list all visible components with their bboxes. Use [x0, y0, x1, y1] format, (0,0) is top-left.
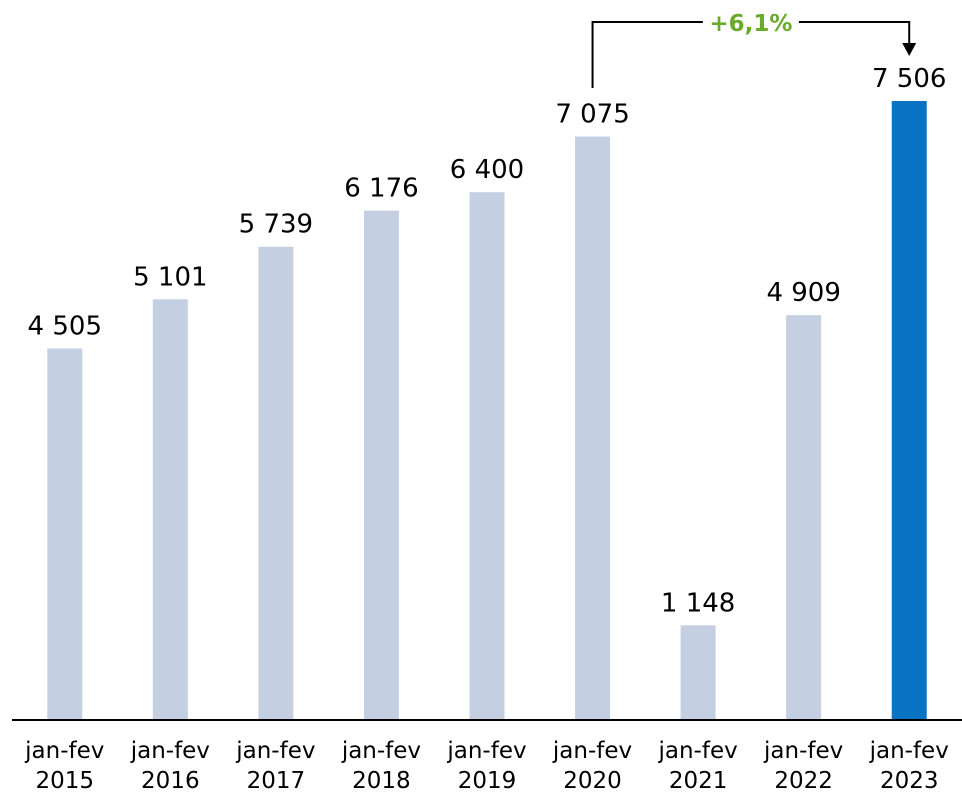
bar — [469, 192, 505, 721]
value-label: 6 400 — [450, 155, 524, 185]
x-tick-label: jan-fev 2022 — [764, 738, 844, 794]
bar — [891, 101, 927, 720]
x-tick-label: jan-fev 2023 — [869, 738, 949, 794]
x-tick-label: jan-fev 2016 — [130, 738, 210, 794]
bar — [258, 246, 294, 720]
x-tick-label: jan-fev 2019 — [447, 738, 527, 794]
x-tick-label: jan-fev 2017 — [236, 738, 316, 794]
bar — [680, 625, 716, 720]
value-label: 6 176 — [344, 174, 418, 204]
arrow-head — [902, 43, 917, 56]
value-label: 5 739 — [239, 210, 313, 240]
annotation-bg — [702, 6, 799, 38]
value-label: 4 505 — [28, 311, 102, 341]
x-tick-label: jan-fev 2021 — [658, 738, 738, 794]
value-label: 5 101 — [133, 262, 207, 292]
value-label: 1 148 — [661, 588, 735, 618]
bar — [47, 348, 83, 720]
x-tick-label: jan-fev 2015 — [25, 738, 105, 794]
value-label: 7 506 — [872, 64, 946, 94]
annotation: +6,1% — [709, 11, 792, 37]
bar — [363, 210, 399, 721]
value-label: 7 075 — [555, 100, 629, 130]
bar — [152, 299, 188, 720]
bar — [575, 136, 611, 720]
value-label: 4 909 — [766, 278, 840, 308]
x-tick-label: jan-fev 2020 — [552, 738, 633, 794]
x-tick-label: jan-fev 2018 — [341, 738, 422, 794]
bar — [786, 315, 822, 720]
